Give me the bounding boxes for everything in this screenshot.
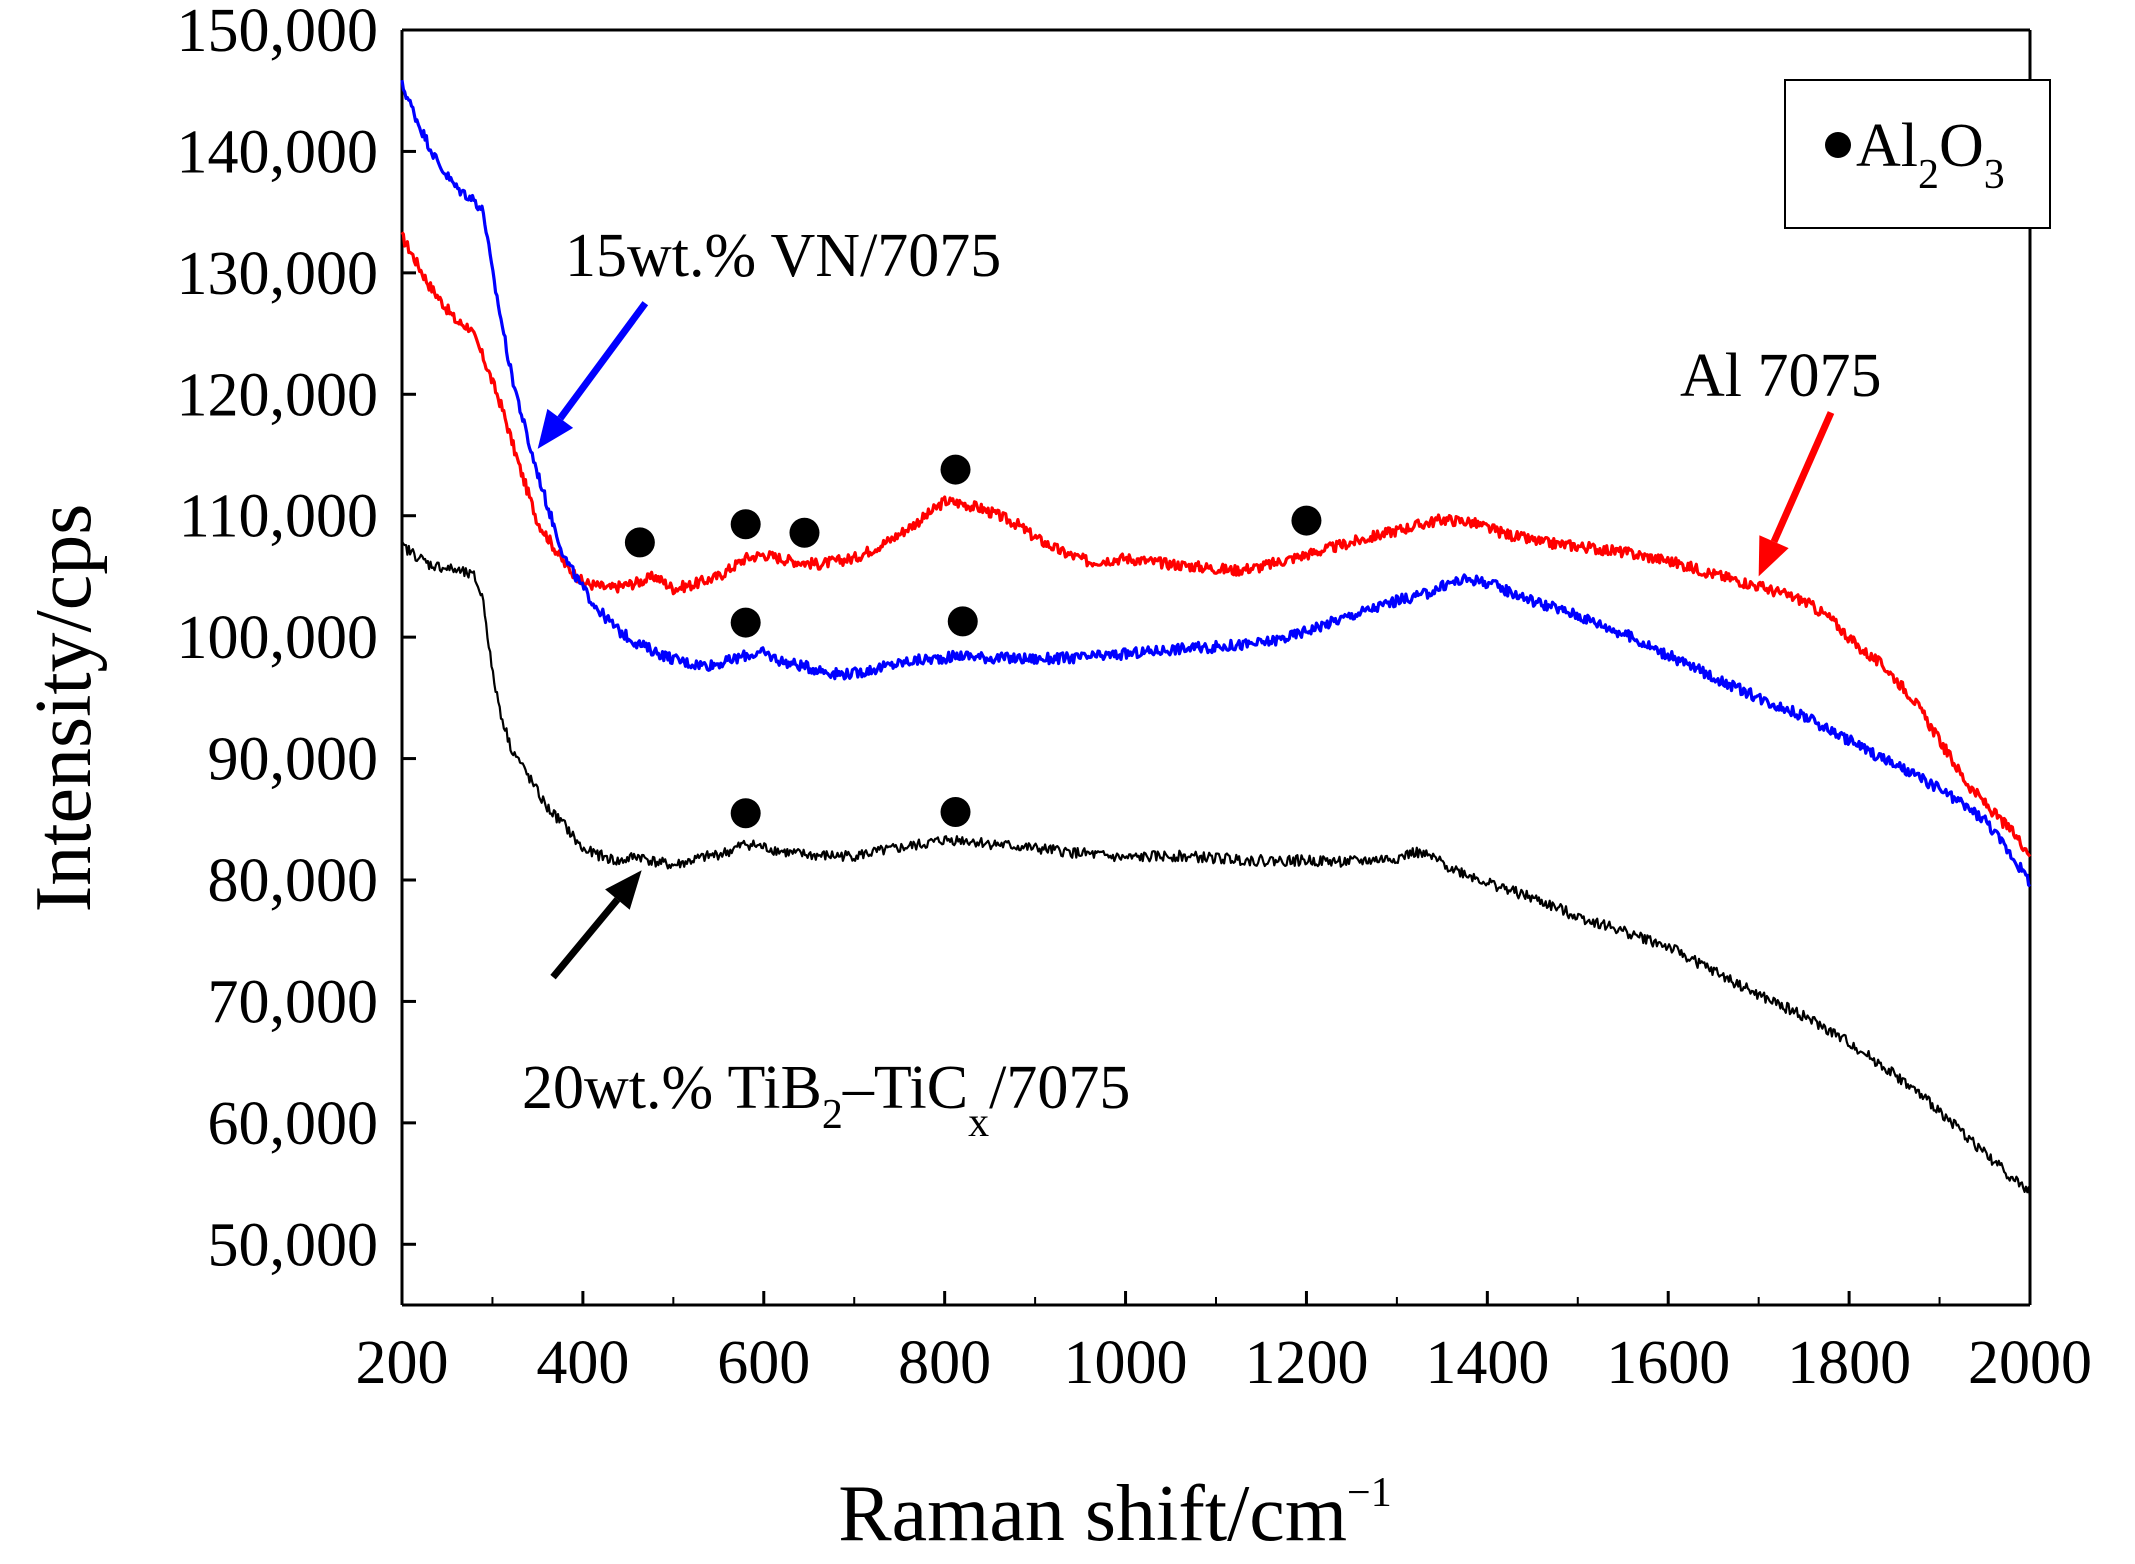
series-line-vn7075 [400, 79, 2032, 888]
x-tick-label: 600 [717, 1329, 810, 1397]
x-tick-label: 1400 [1425, 1329, 1549, 1397]
legend: Al2O3 [1784, 79, 2051, 229]
x-tick-label: 400 [536, 1329, 629, 1397]
y-tick-label: 80,000 [208, 847, 379, 915]
y-tick-label: 50,000 [208, 1211, 379, 1279]
plot-axes: 200 400 600 800 1000 1200 1400 1600 1800 2000 50,0… [177, 0, 2093, 1397]
y-tick-label: 90,000 [208, 726, 379, 794]
y-tick-label: 110,000 [179, 483, 378, 551]
x-tick-label: 2000 [1968, 1329, 2092, 1397]
y-tick-label: 150,000 [177, 0, 379, 65]
arrow-shaft-al [1770, 411, 1835, 544]
x-tick-label: 1800 [1787, 1329, 1911, 1397]
x-tick-label: 800 [898, 1329, 991, 1397]
arrow-head-vn [537, 408, 574, 449]
arrow-layer [537, 301, 1835, 980]
arrow-head-tib [605, 870, 642, 910]
x-tick-label: 200 [356, 1329, 449, 1397]
al2o3-marker-al7075 [1291, 505, 1322, 536]
x-tick-label: 1600 [1606, 1329, 1730, 1397]
y-tick-label: 130,000 [177, 240, 379, 308]
series-layer [400, 79, 2032, 1199]
arrow-head-al [1758, 535, 1789, 577]
al2o3-marker-al7075 [940, 454, 971, 485]
al2o3-marker-al7075 [730, 509, 761, 540]
y-tick-label: 140,000 [177, 118, 379, 186]
series-line-tib2 [401, 540, 2032, 1199]
annotation-tib2-ticx: 20wt.% TiB2–TiCx/7075 [522, 1054, 1130, 1146]
annotation-al7075: Al 7075 [1680, 342, 1882, 410]
x-tick-label: 1200 [1244, 1329, 1368, 1397]
al2o3-marker-al7075 [789, 517, 820, 548]
annotation-vn7075: 15wt.% VN/7075 [565, 222, 1001, 290]
al2o3-marker-vn7075 [730, 607, 761, 638]
y-axis-title: Intensity/cps [20, 504, 108, 913]
series-line-al7075 [400, 231, 2032, 858]
al2o3-marker-al7075 [624, 527, 655, 558]
al2o3-marker-tib2 [730, 798, 761, 829]
marker-layer [624, 454, 1322, 829]
y-tick-label: 60,000 [208, 1090, 379, 1158]
y-tick-label: 120,000 [177, 361, 379, 429]
al2o3-marker-tib2 [940, 797, 971, 827]
y-tick-label: 70,000 [208, 968, 379, 1036]
legend-marker-icon [1825, 132, 1851, 158]
x-tick-label: 1000 [1064, 1329, 1188, 1397]
x-axis-title: Raman shift/cm−1 [838, 1470, 1391, 1558]
legend-label: Al2O3 [1856, 112, 2005, 198]
arrow-shaft-tib [550, 897, 621, 980]
arrow-shaft-vn [557, 301, 649, 421]
al2o3-marker-vn7075 [947, 606, 978, 637]
y-tick-label: 100,000 [177, 604, 379, 672]
